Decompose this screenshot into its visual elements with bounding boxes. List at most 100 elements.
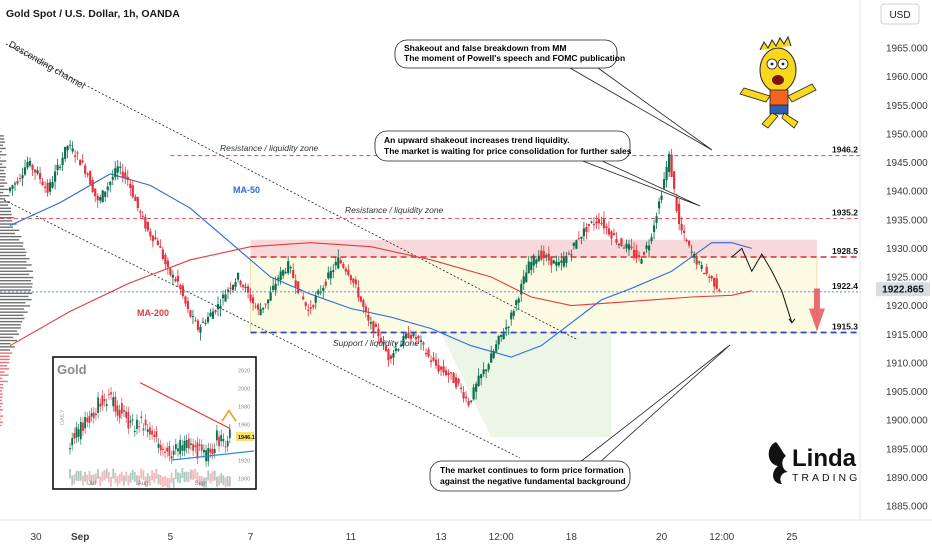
ma50-line (9, 173, 752, 358)
volume-profile-bar (0, 185, 5, 187)
candle-body (277, 277, 280, 280)
candle-body (314, 296, 317, 303)
annotation-shakeout[interactable]: An upward shakeout increases trend liqui… (374, 130, 701, 207)
x-axis-ticks: 30 Sep 5 7 11 13 12:00 18 20 12:00 25 (30, 532, 797, 543)
price-scale[interactable] (860, 0, 932, 550)
inset-volume-bar (194, 468, 197, 479)
inset-y-tick: 1980 (238, 405, 250, 411)
candle-body (678, 203, 681, 225)
volume-profile-bar (0, 166, 7, 169)
candle-body (337, 257, 340, 269)
volume-profile-bar (0, 273, 30, 276)
candle-body (517, 298, 520, 303)
inset-volume-bar (99, 476, 102, 487)
candle-body (537, 255, 540, 262)
inset-volume-bar (84, 471, 87, 482)
candle-body (374, 324, 377, 327)
candle-body (116, 166, 119, 173)
x-tick-label: 25 (786, 532, 798, 543)
inset-candle-body (185, 439, 188, 449)
candle-body (234, 282, 237, 287)
candle-body (184, 296, 187, 304)
logo-line1: Linda (792, 445, 857, 472)
annotation-line: The market is waiting for price consolid… (384, 146, 632, 156)
candle-body (367, 314, 370, 321)
volume-profile-bar (0, 169, 5, 172)
candle-body (627, 244, 631, 250)
volume-profile-bar (0, 409, 4, 411)
candle-body (38, 173, 42, 180)
y-tick-label: 1930.000 (886, 244, 928, 255)
candle-body (657, 201, 661, 209)
candle-body (354, 279, 357, 285)
annotation-fomc[interactable]: Shakeout and false breakdown from MM The… (394, 39, 713, 151)
candle-body (485, 369, 488, 372)
candle-body (274, 283, 277, 291)
candle-body (156, 240, 159, 246)
candle-body (432, 357, 435, 361)
inset-candle-body (226, 441, 229, 447)
candle-body (587, 223, 591, 226)
volume-profile-bar (0, 377, 3, 380)
candle-body (680, 224, 683, 231)
candle-body (362, 300, 365, 308)
volume-profile-bar (0, 286, 33, 288)
candle-body (164, 254, 167, 265)
candle-body (264, 303, 267, 305)
volume-profile-bar (0, 223, 17, 225)
candle-body (249, 294, 252, 301)
candle-body (442, 366, 445, 373)
inset-volume-bar (153, 472, 156, 483)
volume-profile-bar (0, 371, 5, 373)
candle-body (665, 166, 668, 181)
inset-volume-bar (157, 474, 160, 485)
volume-profile-bar (0, 201, 11, 203)
inset-volume-bar (71, 475, 74, 486)
inset-candle-body (161, 448, 164, 451)
candle-body (662, 179, 666, 189)
candle-body (525, 272, 528, 283)
candle-body (465, 396, 468, 399)
volume-profile-bar (0, 154, 7, 156)
candle-body (287, 261, 290, 273)
candle-body (279, 271, 282, 281)
inset-candle-body (183, 440, 186, 451)
candle-body (99, 197, 102, 201)
candle-body (495, 344, 498, 352)
candle-body (520, 284, 523, 295)
annotation-fundamental[interactable]: The market continues to form price forma… (429, 344, 731, 492)
inset-x-ticks: Jul Aug Sep (88, 481, 206, 487)
candle-body (46, 182, 49, 193)
inset-daily-chart[interactable]: Gold DAILY 2020 2000 1980 1960 1946.1 1920 190… (52, 356, 257, 490)
candle-body (322, 287, 325, 291)
currency-button[interactable] (880, 3, 920, 25)
candle-body (690, 251, 693, 253)
level-label: 1935.2 (832, 208, 858, 218)
candle-body (48, 182, 52, 192)
candle-body (718, 289, 721, 292)
inset-volume-bar (172, 477, 175, 488)
candle-body (713, 277, 716, 287)
volume-profile-bar (0, 421, 3, 424)
candle-body (269, 292, 272, 301)
candle-body (104, 191, 107, 197)
inset-candle-body (116, 405, 119, 416)
volume-profile-bar (0, 298, 32, 301)
inset-candle-body (164, 451, 166, 453)
inset-title: Gold (57, 362, 87, 377)
y-tick-label: 1890.000 (886, 473, 928, 484)
candle-body (510, 312, 513, 320)
candle-body (307, 309, 310, 311)
volume-profile-bar (0, 283, 33, 285)
inset-volume-bar (211, 471, 214, 482)
candle-body (700, 265, 703, 269)
inset-y-tick: 2020 (238, 369, 250, 375)
inset-volume-bar (187, 472, 190, 483)
candle-body (13, 183, 17, 185)
volume-profile-bar (0, 251, 27, 254)
inset-plot (55, 359, 254, 487)
candle-body (204, 323, 207, 325)
inset-candle-body (123, 410, 125, 412)
inset-candle-body (144, 419, 147, 426)
